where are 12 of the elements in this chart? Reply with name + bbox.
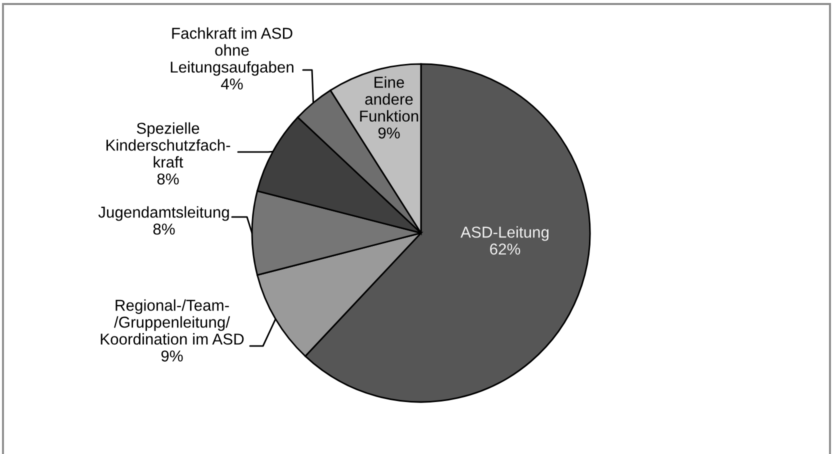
slice-label: Jugendamtsleitung <box>98 206 229 221</box>
slice-label: ASD-Leitung <box>460 226 548 241</box>
data-label: 8% <box>153 224 175 235</box>
data-label: 62% <box>490 244 520 255</box>
slice-label: Eine andere Funktion <box>360 76 418 122</box>
data-label: 4% <box>221 78 243 90</box>
data-label: 9% <box>161 350 183 362</box>
slice-label: Regional-/Team- /Gruppenleitung/ Koordination im ASD <box>100 299 244 345</box>
slice-label: Fachkraft im ASD ohne Leitungsaufgaben <box>170 27 294 76</box>
slice-label: Spezielle Kinderschutzfach- kraft <box>106 122 230 168</box>
data-label: 9% <box>378 127 400 139</box>
data-label: 8% <box>157 173 179 185</box>
